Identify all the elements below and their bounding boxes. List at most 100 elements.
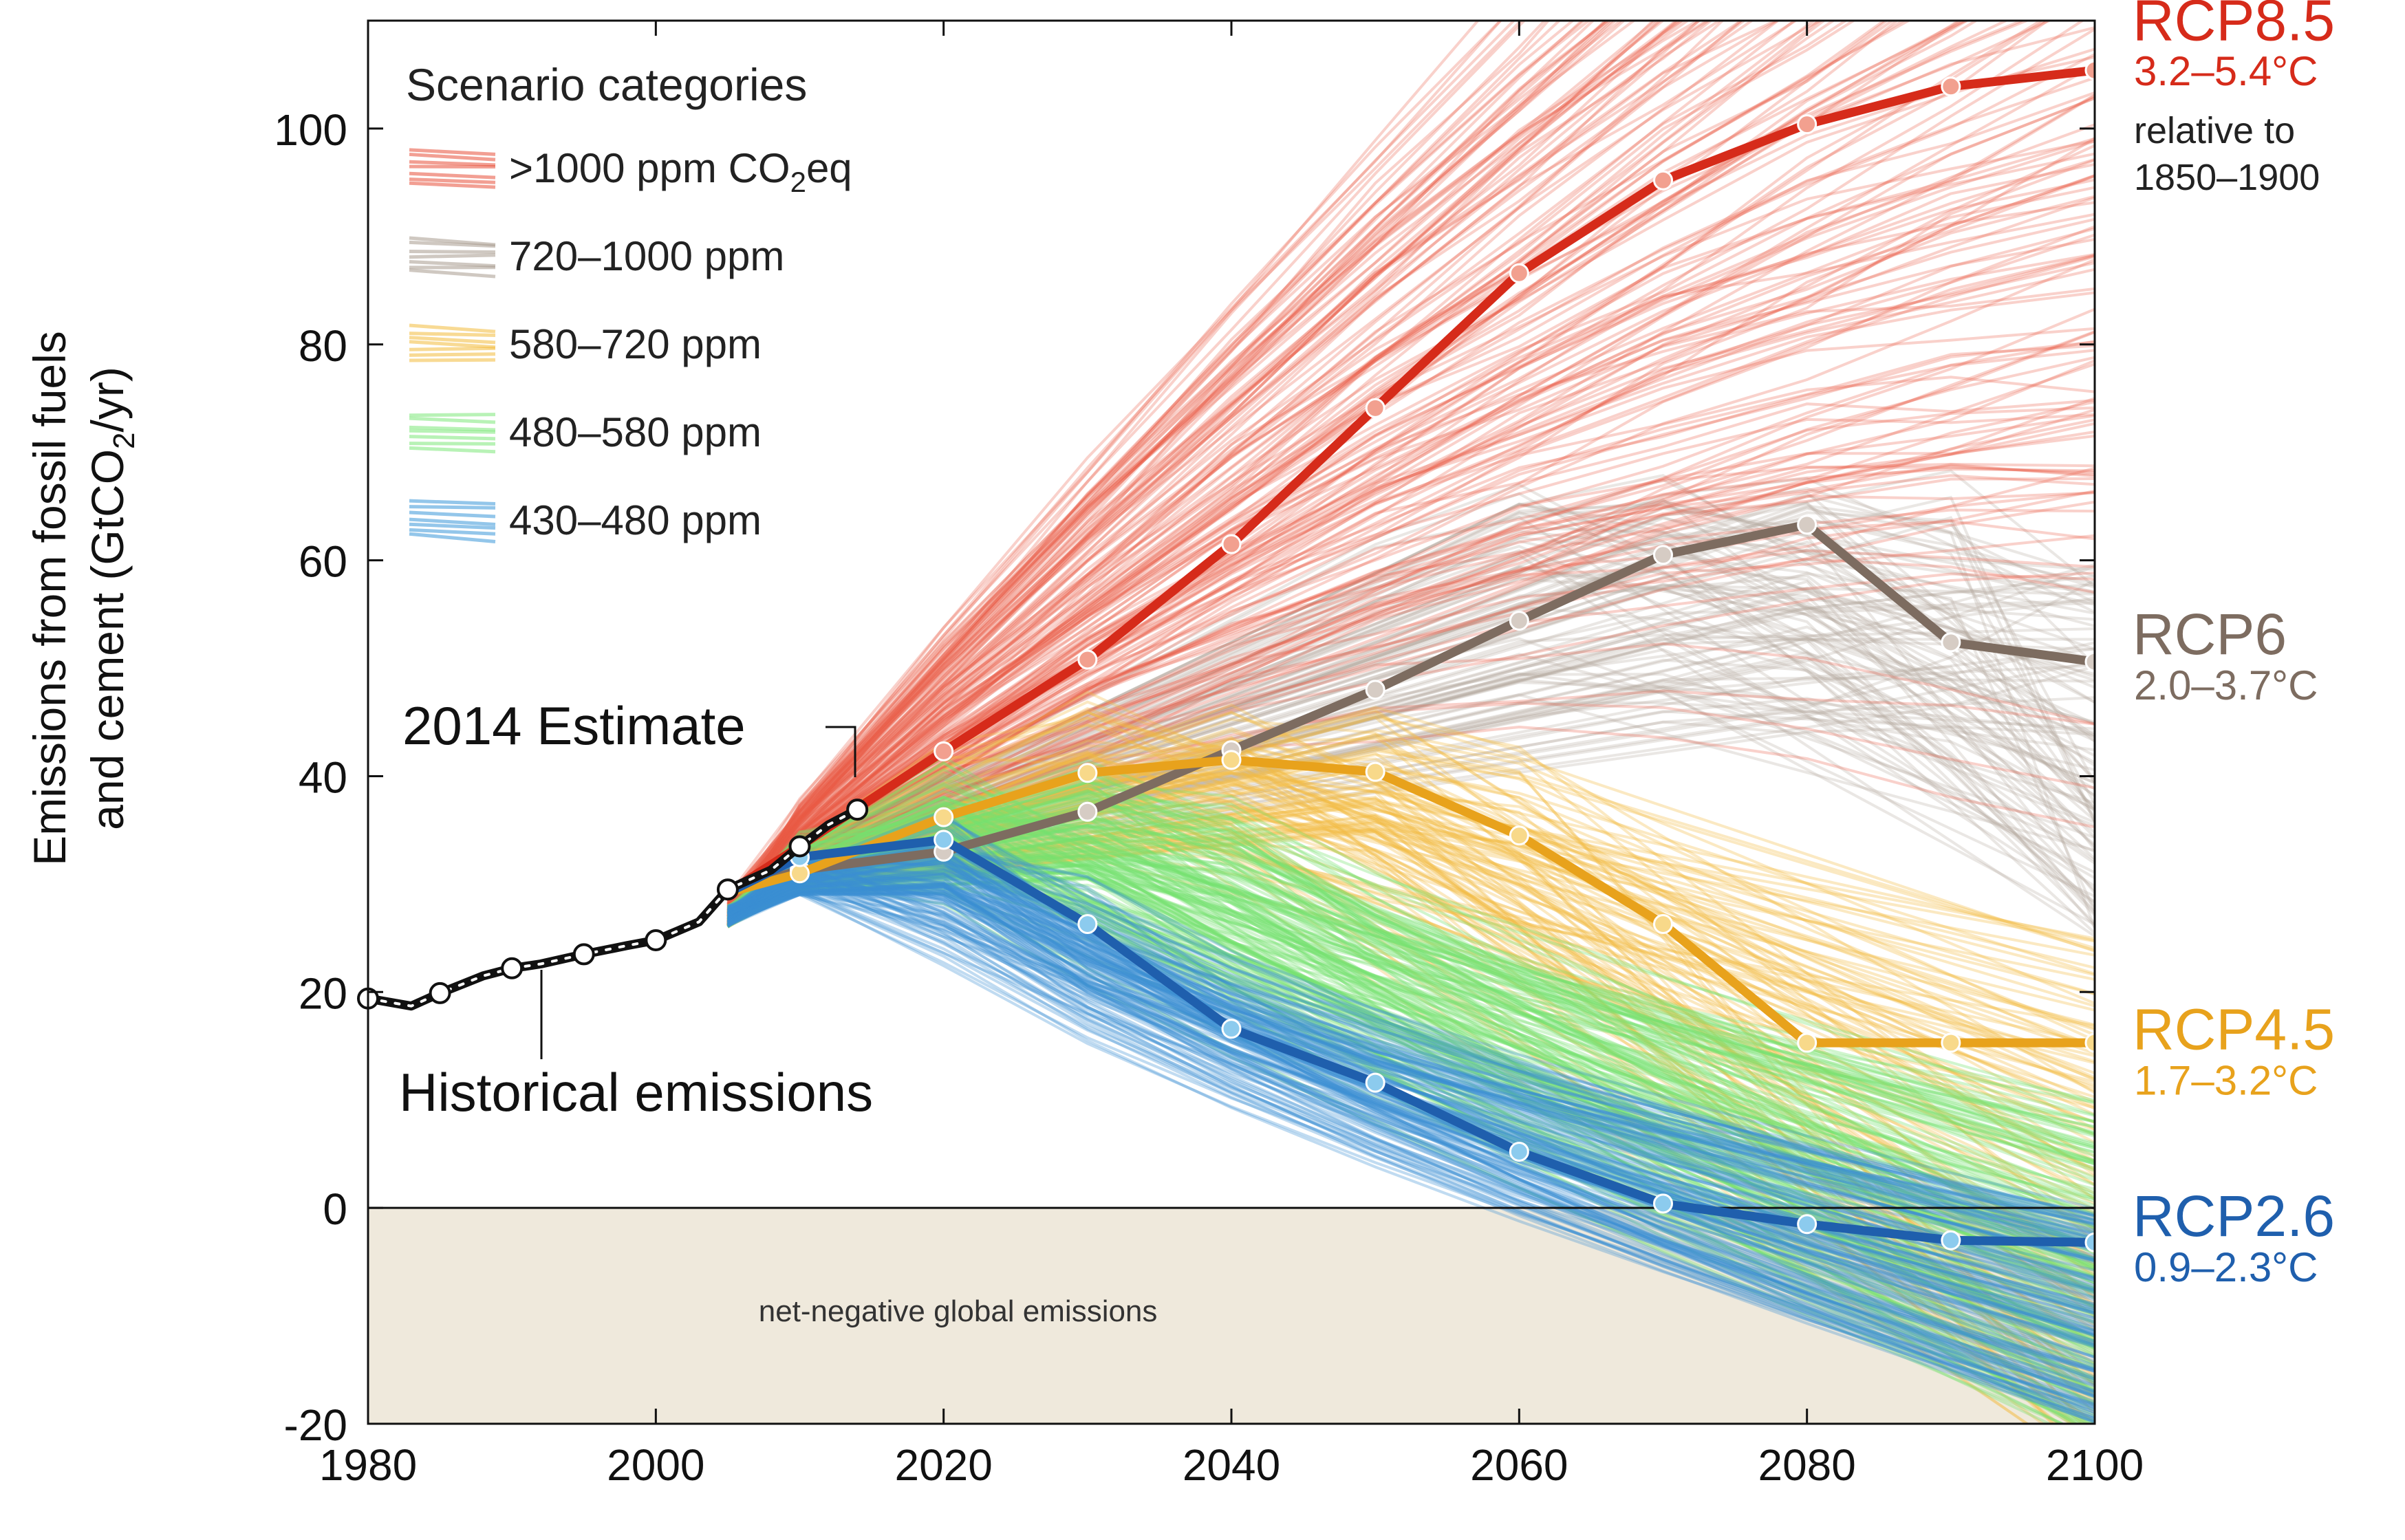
scenario-path — [726, 21, 1824, 909]
scenario-path — [726, 21, 2053, 899]
net-negative-region — [368, 1208, 2095, 1424]
scenario-path — [727, 876, 2095, 1347]
scenario-path — [727, 876, 2095, 1387]
scenario-path — [727, 840, 2095, 1058]
scenario-path — [727, 853, 2095, 1406]
scenario-path — [726, 867, 2095, 1409]
series-point-RCP8.5 — [1077, 649, 1098, 670]
scenario-path — [726, 798, 2084, 1424]
scenario-path — [726, 21, 1970, 904]
scenario-path — [726, 859, 2095, 1243]
scenario-path — [727, 885, 2095, 1323]
scenario-path — [727, 889, 2095, 1411]
scenario-path — [726, 810, 2095, 1382]
series-point-RCP2.6 — [1941, 1230, 1961, 1250]
scenario-path — [726, 478, 2095, 919]
scenario-path — [726, 576, 2095, 916]
rcp-temp-RCP6: 2.0–3.7°C — [2134, 662, 2318, 708]
scenario-path — [726, 508, 2095, 926]
scenario-path — [727, 853, 2095, 1223]
annotations: 2014 Estimate Historical emissions — [399, 695, 873, 1123]
scenario-path — [726, 583, 2095, 920]
scenario-path — [726, 413, 2095, 913]
historical-line — [367, 805, 860, 1011]
scenario-path — [726, 489, 2095, 918]
scenario-path — [726, 137, 2095, 901]
scenario-path — [726, 802, 2095, 1158]
scenario-path — [727, 799, 2095, 1162]
scenario-path — [726, 21, 1816, 917]
scenario-path — [726, 21, 1848, 920]
scenario-path — [727, 876, 2095, 1203]
scenario-path — [726, 21, 1608, 902]
scenario-path — [726, 483, 2095, 920]
scenario-path — [726, 824, 2095, 1346]
scenario-path — [726, 517, 2095, 912]
scenario-path — [726, 21, 1755, 910]
scenario-path — [726, 858, 2095, 1261]
series-point-RCP4.5 — [1797, 1032, 1818, 1053]
scenario-path — [727, 829, 2095, 1147]
series-point-RCP4.5 — [1077, 763, 1098, 783]
series-point-RCP8.5 — [2084, 60, 2095, 80]
scenario-path — [727, 876, 2095, 1315]
scenario-path — [726, 21, 1608, 907]
series-point-RCP8.5 — [1797, 114, 1818, 135]
scenario-path — [727, 852, 2095, 1319]
scenario-path — [726, 797, 2095, 1285]
scenario-path — [727, 871, 2095, 1345]
scenario-path — [727, 835, 2095, 1229]
scenario-path — [727, 836, 2095, 1211]
historical-point — [645, 929, 667, 951]
scenario-path — [726, 21, 1701, 920]
legend-swatch — [409, 413, 496, 454]
scenario-path — [726, 852, 2095, 1396]
scenario-path — [727, 816, 2095, 1400]
scenario-path — [727, 860, 2095, 1403]
legend-swatch — [409, 148, 496, 189]
scenario-path — [726, 21, 1722, 926]
scenario-path — [726, 750, 2095, 1063]
scenario-path — [726, 21, 1665, 907]
scenario-path — [726, 864, 2095, 1128]
scenario-path — [726, 464, 2095, 917]
historical-point — [429, 982, 451, 1004]
scenario-path — [726, 287, 2095, 923]
scenario-path — [726, 637, 2095, 925]
scenario-path — [726, 21, 1967, 908]
scenario-path — [726, 340, 2095, 899]
scenario-path — [727, 878, 2095, 1200]
scenario-path — [726, 21, 1744, 923]
scenario-path — [727, 891, 2095, 1394]
scenario-path — [727, 885, 2095, 1288]
series-point-RCP4.5 — [1365, 761, 1385, 782]
scenario-path — [726, 781, 2095, 1148]
scenario-path — [726, 21, 1797, 915]
scenario-path — [726, 518, 2095, 914]
scenario-path — [727, 874, 2095, 1247]
scenario-path — [726, 515, 2095, 928]
scenario-path — [727, 873, 2095, 1214]
scenario-path — [726, 689, 2095, 912]
scenario-path — [726, 123, 2095, 922]
scenario-path — [726, 474, 2095, 920]
scenario-path — [727, 814, 2095, 1386]
scenario-path — [727, 876, 2095, 1346]
series-point-RCP6 — [2084, 651, 2095, 672]
scenario-path — [726, 21, 1584, 926]
legend-label: 720–1000 ppm — [509, 233, 784, 279]
estimate-leader — [826, 726, 856, 777]
scenario-path — [726, 225, 2095, 919]
scenario-path — [727, 885, 2095, 1221]
scenario-path — [726, 797, 2095, 1250]
scenario-path — [726, 772, 2095, 1154]
scenario-path — [727, 864, 2095, 1279]
historical-point — [846, 799, 869, 821]
x-tick-label: 2080 — [1758, 1440, 1855, 1490]
legend-label: 430–480 ppm — [509, 497, 762, 543]
scenario-path — [726, 21, 1895, 905]
scenario-path — [726, 507, 2095, 909]
series-point-RCP2.6 — [1365, 1072, 1385, 1093]
scenario-path — [726, 21, 1710, 898]
scenario-path — [726, 859, 2095, 1409]
